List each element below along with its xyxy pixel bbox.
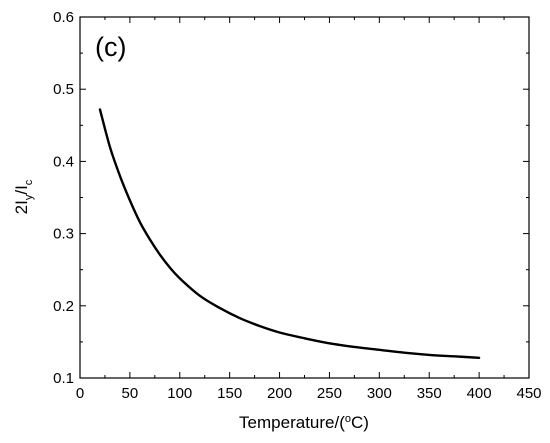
x-tick-label: 400 (467, 385, 492, 402)
x-tick-label: 100 (167, 385, 192, 402)
y-axis-title: 2Iy/Ic (12, 179, 35, 214)
x-tick-label: 50 (122, 385, 139, 402)
x-tick-label: 0 (76, 385, 84, 402)
axis-ticks (79, 16, 530, 379)
plot-frame (79, 16, 530, 379)
data-series-line (98, 108, 481, 359)
panel-label: (c) (95, 32, 126, 62)
y-tick-label: 0.2 (53, 298, 74, 315)
x-tick-label: 450 (516, 385, 541, 402)
y-tick-label: 0.5 (53, 81, 74, 98)
x-tick-label: 300 (367, 385, 392, 402)
y-tick-label: 0.4 (53, 153, 74, 170)
y-tick-label: 0.3 (53, 226, 74, 243)
tick-labels: 0 50 100 150 200 250 300 350 400 450 0.1 0.2 0.3 0.4 0… (53, 9, 541, 402)
x-tick-label: 350 (417, 385, 442, 402)
x-tick-label: 200 (267, 385, 292, 402)
y-tick-label: 0.6 (53, 9, 74, 26)
x-tick-label: 250 (317, 385, 342, 402)
x-tick-label: 150 (217, 385, 242, 402)
x-axis-title: Temperature/(oC) (239, 413, 369, 432)
y-tick-label: 0.1 (53, 370, 74, 387)
